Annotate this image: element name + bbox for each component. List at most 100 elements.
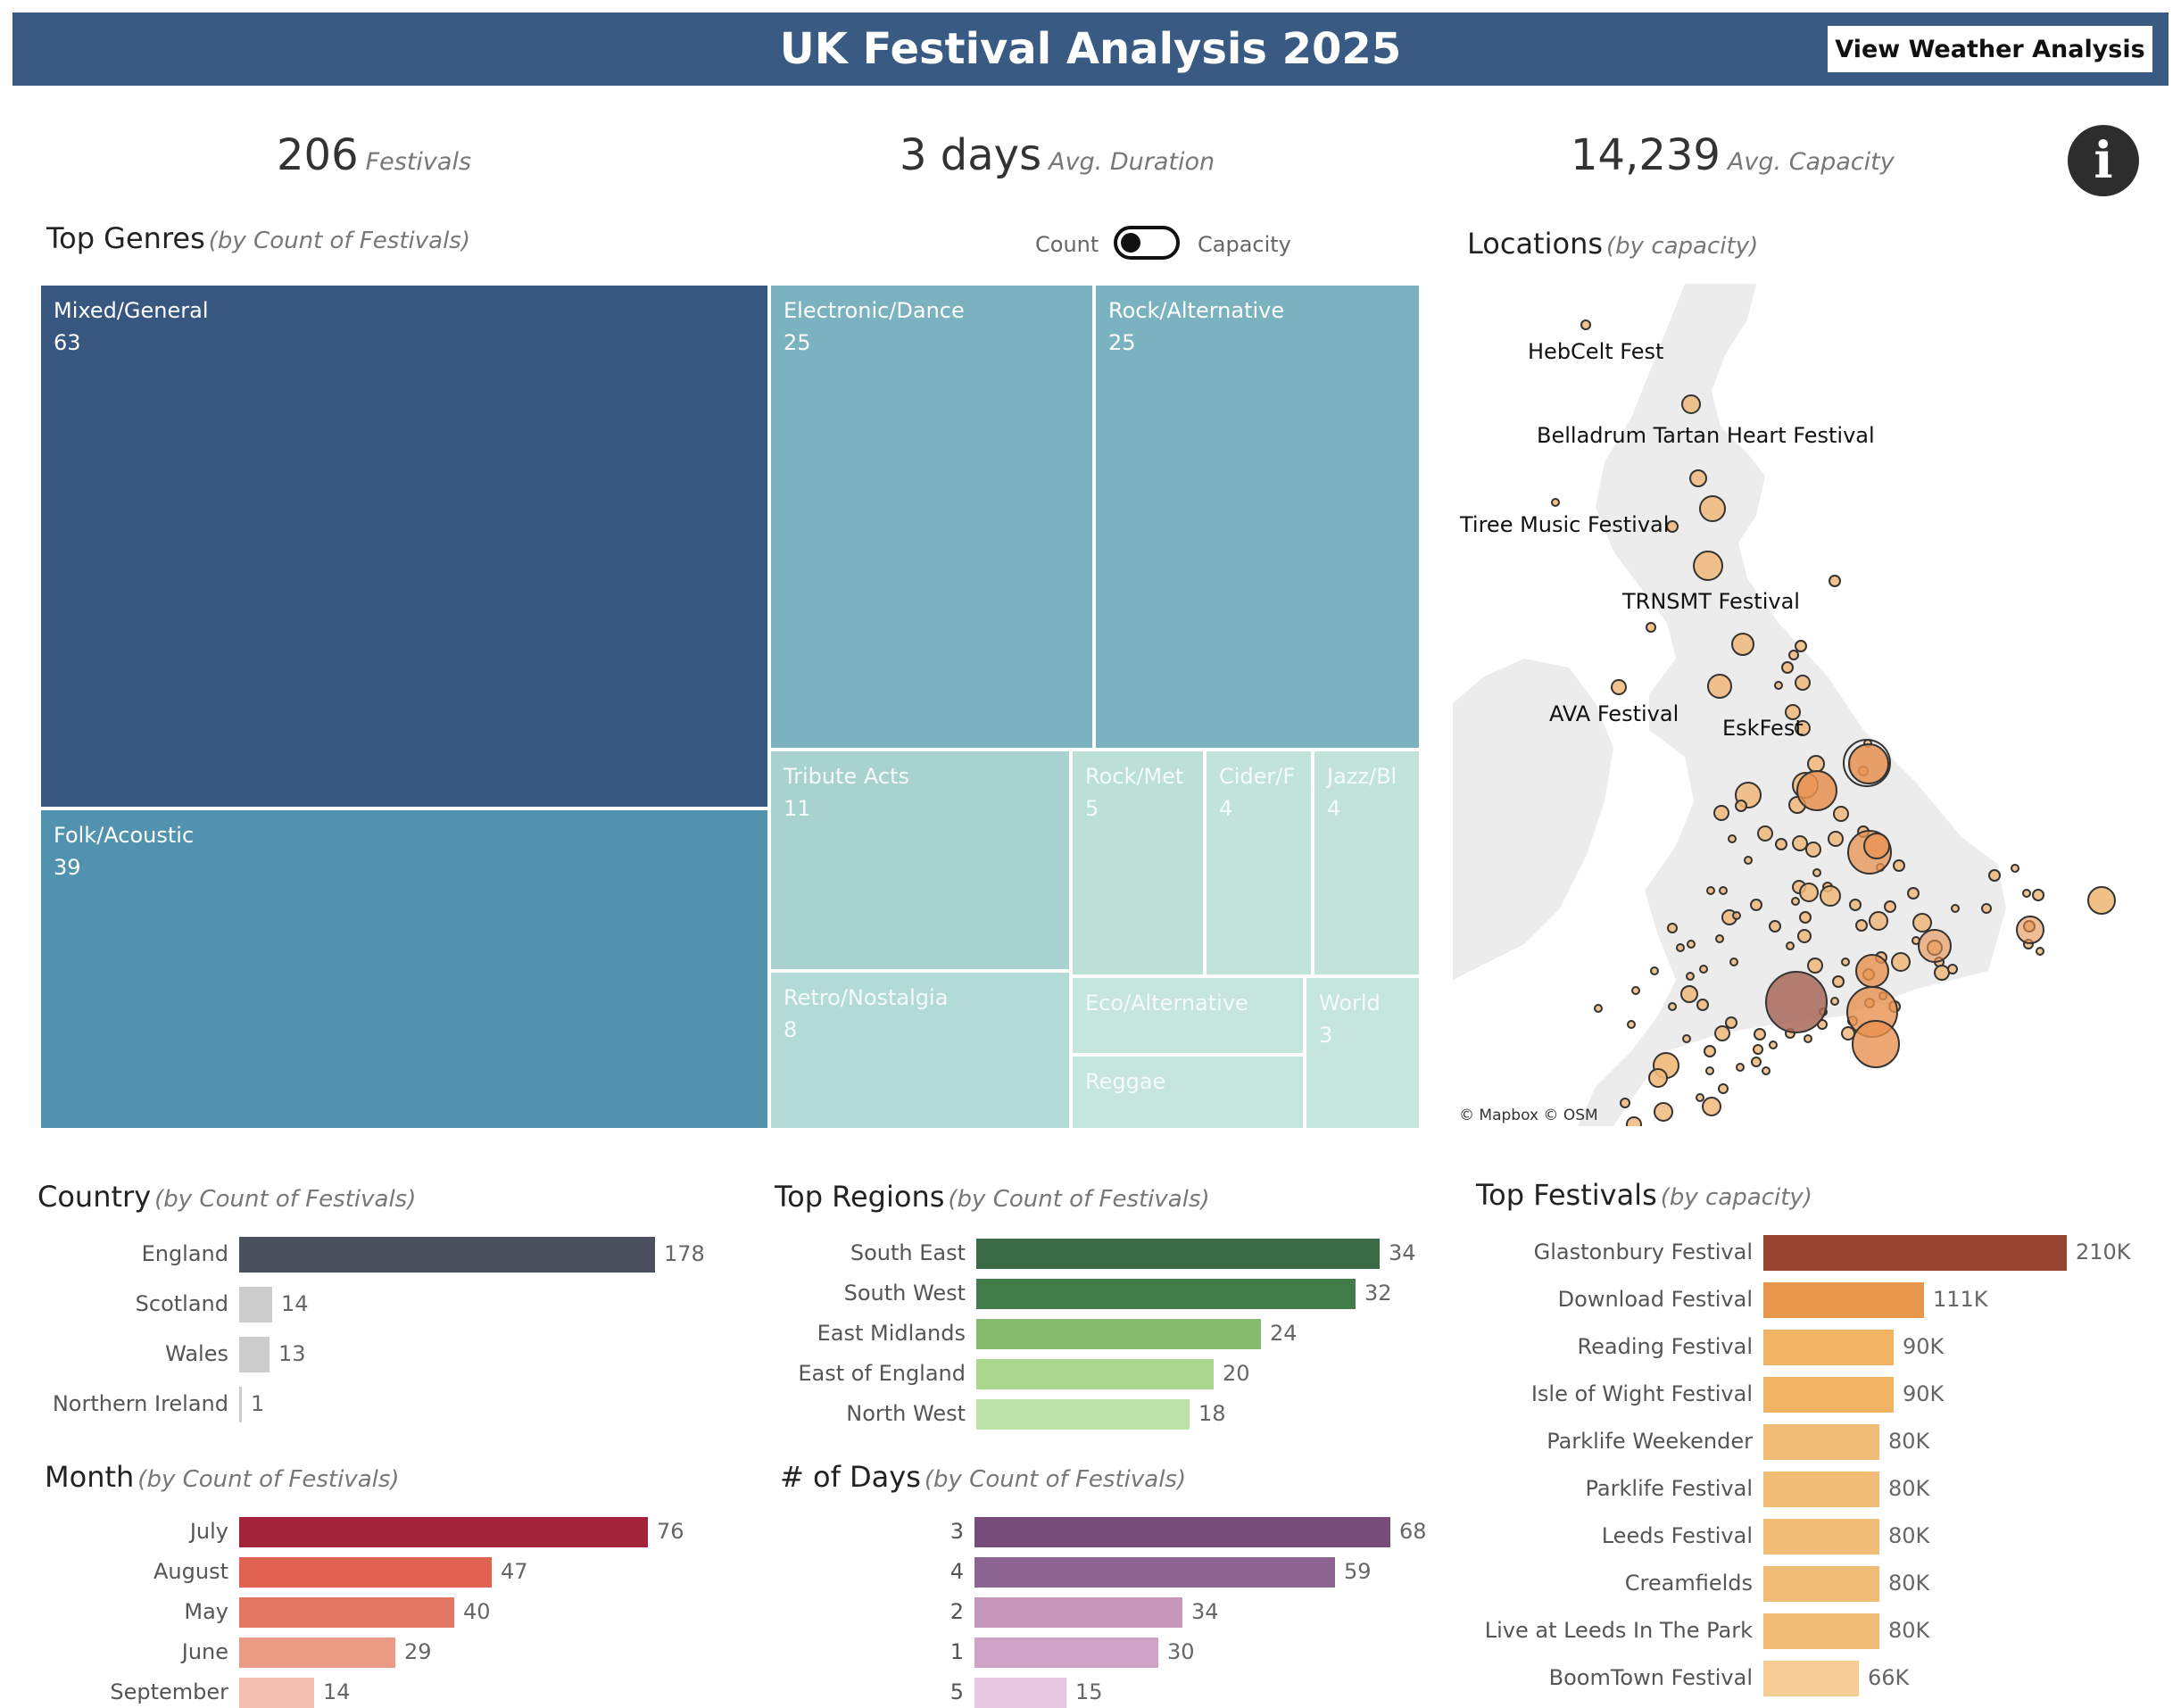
country-bar[interactable] (239, 1387, 242, 1422)
country-label: Scotland (135, 1291, 228, 1316)
month-bar[interactable] (239, 1517, 648, 1547)
month-value: 76 (657, 1519, 684, 1544)
days-bar[interactable] (974, 1597, 1182, 1628)
days-label: 1 (950, 1639, 964, 1664)
region-bar[interactable] (976, 1279, 1356, 1309)
treemap-tile-value: 39 (54, 855, 81, 880)
region-value: 20 (1223, 1361, 1250, 1386)
treemap-tile-rock-alternative[interactable]: Rock/Alternative 25 (1094, 284, 1421, 750)
festival-label: Glastonbury Festival (1533, 1240, 1753, 1264)
region-bar[interactable] (976, 1399, 1190, 1430)
treemap-tile-value: 3 (1319, 1023, 1333, 1048)
days-label: 4 (950, 1559, 964, 1584)
festival-value: 80K (1888, 1476, 1930, 1501)
month-subtitle: (by Count of Festivals) (137, 1466, 400, 1493)
country-label: Northern Ireland (52, 1391, 228, 1416)
days-title-text: # of Days (780, 1460, 921, 1494)
treemap-tile-label: Rock/Alternative (1108, 298, 1285, 323)
map-label-hebcelt: HebCelt Fest (1528, 339, 1663, 364)
month-bar[interactable] (239, 1557, 492, 1588)
treemap-tile-value: 4 (1219, 796, 1233, 821)
treemap-tile-retro-nostalgia[interactable]: Retro/Nostalgia 8 (769, 971, 1071, 1130)
treemap-tile-value: 4 (1327, 796, 1341, 821)
days-bar[interactable] (974, 1638, 1158, 1668)
genres-subtitle: (by Count of Festivals) (208, 228, 470, 254)
month-bar[interactable] (239, 1597, 454, 1628)
treemap-tile-label: Tribute Acts (784, 764, 910, 789)
region-bar[interactable] (976, 1359, 1214, 1389)
festival-bar[interactable] (1763, 1330, 1894, 1365)
region-bar[interactable] (976, 1239, 1380, 1269)
regions-title-text: Top Regions (775, 1180, 945, 1214)
map-credit[interactable]: © Mapbox © OSM (1459, 1107, 1598, 1124)
days-label: 2 (950, 1599, 964, 1624)
festival-bar[interactable] (1763, 1282, 1924, 1318)
month-value: 14 (323, 1679, 351, 1704)
treemap-tile-tribute-acts[interactable]: Tribute Acts 11 (769, 750, 1071, 971)
festival-bar[interactable] (1763, 1661, 1859, 1696)
region-bar[interactable] (976, 1319, 1261, 1349)
festival-bar[interactable] (1763, 1566, 1879, 1602)
days-bar[interactable] (974, 1678, 1066, 1708)
treemap-tile-label: Rock/Met (1085, 764, 1184, 789)
genres-treemap: Mixed/General 63 Folk/Acoustic 39 Electronic… (39, 284, 1421, 1130)
days-value: 30 (1167, 1639, 1195, 1664)
treemap-tile-eco-alternative[interactable]: Eco/Alternative (1071, 976, 1305, 1055)
days-value: 34 (1191, 1599, 1219, 1624)
uk-map[interactable]: HebCelt Fest Belladrum Tartan Heart Fest… (1453, 284, 2149, 1126)
treemap-tile-cider-f[interactable]: Cider/F 4 (1205, 750, 1313, 976)
festival-bar[interactable] (1763, 1472, 1879, 1507)
festival-label: Creamfields (1624, 1571, 1753, 1596)
genres-title-text: Top Genres (46, 221, 205, 255)
region-value: 34 (1389, 1240, 1416, 1265)
country-bar[interactable] (239, 1337, 270, 1372)
days-value: 59 (1344, 1559, 1372, 1584)
top-festivals-subtitle: (by capacity) (1660, 1184, 1812, 1211)
genres-title: Top Genres (by Count of Festivals) (46, 221, 470, 255)
country-label: England (141, 1241, 228, 1266)
count-capacity-toggle[interactable] (1114, 226, 1180, 260)
month-value: 40 (463, 1599, 491, 1624)
region-value: 24 (1270, 1321, 1298, 1346)
festival-label: Reading Festival (1577, 1334, 1753, 1359)
month-bar[interactable] (239, 1678, 314, 1708)
treemap-tile-jazz-bl[interactable]: Jazz/Bl 4 (1313, 750, 1421, 976)
festival-bar[interactable] (1763, 1235, 2067, 1271)
festival-value: 80K (1888, 1523, 1930, 1548)
festival-bar[interactable] (1763, 1613, 1879, 1649)
month-title-text: Month (45, 1460, 135, 1494)
festival-bar[interactable] (1763, 1424, 1879, 1460)
days-bar[interactable] (974, 1557, 1335, 1588)
treemap-tile-mixed-general[interactable]: Mixed/General 63 (39, 284, 769, 808)
region-label: East of England (798, 1361, 966, 1386)
treemap-tile-label: Mixed/General (54, 298, 209, 323)
kpi-festivals-value: 206 (277, 130, 359, 180)
treemap-tile-value: 8 (784, 1017, 798, 1042)
festival-value: 111K (1933, 1287, 1988, 1312)
festival-bar[interactable] (1763, 1377, 1894, 1413)
view-weather-analysis-button[interactable]: View Weather Analysis (1828, 26, 2152, 72)
days-bar[interactable] (974, 1517, 1390, 1547)
treemap-tile-folk-acoustic[interactable]: Folk/Acoustic 39 (39, 808, 769, 1130)
country-bar[interactable] (239, 1237, 655, 1273)
region-value: 18 (1198, 1401, 1226, 1426)
treemap-tile-value: 11 (784, 796, 811, 821)
regions-subtitle: (by Count of Festivals) (948, 1186, 1210, 1213)
kpi-avg-duration: 3 days Avg. Duration (900, 130, 1215, 202)
country-value: 13 (278, 1341, 306, 1366)
festival-value: 66K (1868, 1665, 1910, 1690)
kpi-avg-capacity: 14,239 Avg. Capacity (1571, 130, 1895, 202)
treemap-tile-rock-met[interactable]: Rock/Met 5 (1071, 750, 1205, 976)
info-icon[interactable]: i (2068, 125, 2139, 196)
treemap-tile-world[interactable]: World 3 (1305, 976, 1421, 1130)
month-bar[interactable] (239, 1638, 395, 1668)
country-bar[interactable] (239, 1287, 272, 1322)
festival-bar[interactable] (1763, 1519, 1879, 1555)
treemap-tile-electronic-dance[interactable]: Electronic/Dance 25 (769, 284, 1094, 750)
treemap-tile-reggae[interactable]: Reggae (1071, 1055, 1305, 1130)
kpi-avg-capacity-label: Avg. Capacity (1727, 148, 1895, 176)
days-value: 68 (1399, 1519, 1427, 1544)
festival-value: 90K (1903, 1381, 1945, 1406)
map-label-trnsmt: TRNSMT Festival (1621, 589, 1800, 614)
region-label: North West (846, 1401, 966, 1426)
